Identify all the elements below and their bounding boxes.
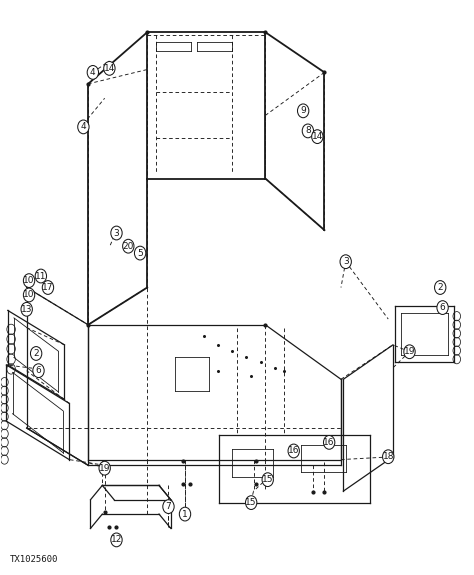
Text: 8: 8 <box>305 126 311 135</box>
Text: TX1025600: TX1025600 <box>10 555 58 564</box>
Circle shape <box>163 500 174 513</box>
Circle shape <box>123 239 134 253</box>
Text: 16: 16 <box>323 438 335 447</box>
Circle shape <box>246 496 257 509</box>
Circle shape <box>21 302 32 316</box>
Text: 19: 19 <box>99 463 110 473</box>
Circle shape <box>404 345 415 359</box>
Circle shape <box>262 473 273 486</box>
Circle shape <box>33 364 44 378</box>
Text: 5: 5 <box>137 248 143 258</box>
Text: 2: 2 <box>438 283 443 292</box>
Circle shape <box>87 66 99 79</box>
Circle shape <box>383 450 394 463</box>
Circle shape <box>35 269 46 283</box>
Circle shape <box>340 255 351 269</box>
Text: 3: 3 <box>114 228 119 237</box>
Text: 16: 16 <box>288 446 300 455</box>
Circle shape <box>302 124 314 138</box>
Text: 11: 11 <box>35 271 46 281</box>
Circle shape <box>104 62 115 75</box>
Text: 2: 2 <box>33 349 39 358</box>
Text: 19: 19 <box>404 347 415 356</box>
Text: 14: 14 <box>104 64 115 73</box>
Text: 6: 6 <box>440 303 446 312</box>
Circle shape <box>435 281 446 294</box>
Circle shape <box>288 444 300 458</box>
Text: 3: 3 <box>343 257 348 266</box>
Circle shape <box>179 507 191 521</box>
Circle shape <box>30 347 42 361</box>
Circle shape <box>323 435 335 449</box>
Text: 12: 12 <box>111 535 122 545</box>
Circle shape <box>23 274 35 288</box>
Text: 18: 18 <box>383 452 394 461</box>
Text: 13: 13 <box>21 305 32 314</box>
Text: 9: 9 <box>301 106 306 116</box>
Text: 17: 17 <box>42 283 54 292</box>
Circle shape <box>78 120 89 134</box>
Circle shape <box>42 281 54 294</box>
Circle shape <box>23 288 35 302</box>
Text: 15: 15 <box>262 475 273 484</box>
Text: 7: 7 <box>165 502 171 511</box>
Text: 1: 1 <box>182 509 188 519</box>
Text: 10: 10 <box>23 276 35 285</box>
Text: 20: 20 <box>123 242 134 251</box>
Text: 14: 14 <box>312 132 323 141</box>
Text: 6: 6 <box>36 366 41 375</box>
Circle shape <box>111 533 122 547</box>
Circle shape <box>99 461 110 475</box>
Text: 4: 4 <box>90 68 96 77</box>
Circle shape <box>111 226 122 240</box>
Circle shape <box>135 246 146 260</box>
Circle shape <box>437 301 448 315</box>
Text: 4: 4 <box>81 122 86 132</box>
Text: 10: 10 <box>23 290 35 300</box>
Text: 15: 15 <box>246 498 257 507</box>
Circle shape <box>298 104 309 118</box>
Circle shape <box>312 130 323 144</box>
